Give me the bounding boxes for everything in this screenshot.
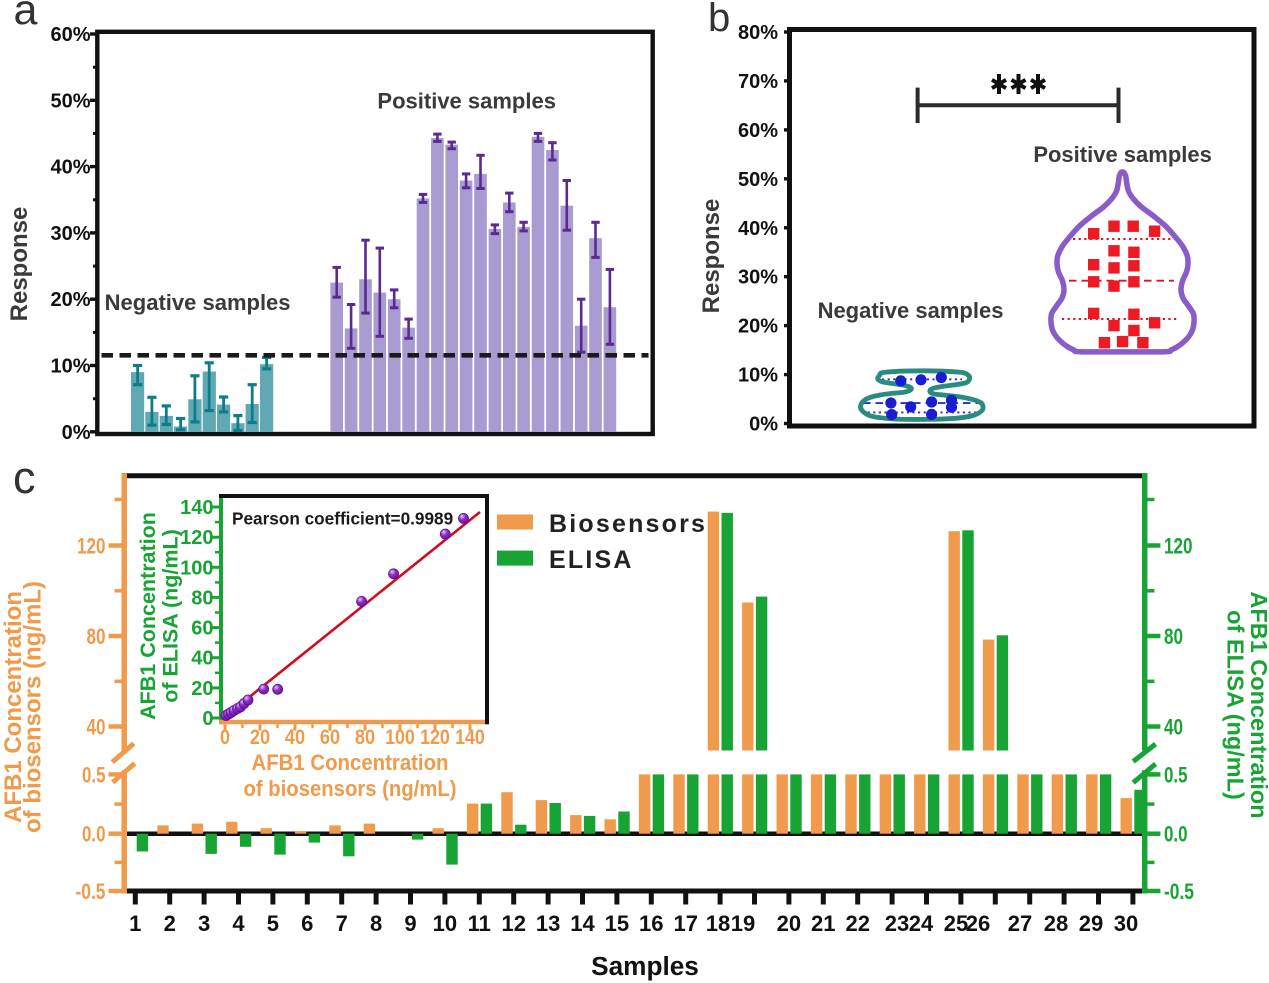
svg-text:17: 17 bbox=[673, 911, 697, 936]
svg-text:0%: 0% bbox=[62, 422, 91, 444]
svg-text:40: 40 bbox=[1164, 715, 1183, 740]
svg-text:0.0: 0.0 bbox=[82, 822, 106, 847]
svg-text:Negative samples: Negative samples bbox=[818, 298, 1004, 323]
svg-text:Biosensors: Biosensors bbox=[549, 510, 707, 538]
svg-text:10%: 10% bbox=[738, 365, 778, 387]
svg-text:Negative samples: Negative samples bbox=[105, 290, 291, 315]
svg-text:4: 4 bbox=[232, 911, 245, 936]
svg-text:60: 60 bbox=[191, 618, 213, 640]
svg-text:0: 0 bbox=[202, 708, 213, 730]
svg-text:of ELISA (ng/mL): of ELISA (ng/mL) bbox=[159, 529, 183, 703]
svg-text:40%: 40% bbox=[738, 218, 778, 240]
svg-text:12: 12 bbox=[501, 911, 525, 936]
svg-text:of biosensors (ng/mL): of biosensors (ng/mL) bbox=[244, 776, 457, 801]
svg-text:ELISA: ELISA bbox=[549, 546, 634, 574]
svg-text:28: 28 bbox=[1044, 911, 1068, 936]
svg-text:120: 120 bbox=[77, 534, 106, 559]
svg-text:140: 140 bbox=[455, 726, 485, 749]
svg-text:120: 120 bbox=[420, 726, 450, 749]
svg-text:60: 60 bbox=[320, 726, 340, 749]
svg-text:3: 3 bbox=[198, 911, 210, 936]
svg-text:40%: 40% bbox=[50, 157, 90, 179]
svg-text:20: 20 bbox=[191, 678, 213, 700]
svg-text:120: 120 bbox=[1164, 534, 1193, 559]
svg-text:60%: 60% bbox=[50, 24, 90, 46]
svg-text:2: 2 bbox=[164, 911, 176, 936]
svg-text:7: 7 bbox=[336, 911, 348, 936]
svg-text:8: 8 bbox=[370, 911, 382, 936]
svg-text:100: 100 bbox=[385, 726, 415, 749]
svg-text:10%: 10% bbox=[50, 356, 90, 378]
svg-text:40: 40 bbox=[285, 726, 305, 749]
svg-text:11: 11 bbox=[468, 911, 491, 936]
svg-text:26: 26 bbox=[966, 911, 990, 936]
svg-text:AFB1 Concentration: AFB1 Concentration bbox=[1246, 591, 1269, 818]
svg-text:25: 25 bbox=[944, 911, 968, 936]
svg-text:30%: 30% bbox=[50, 223, 90, 245]
svg-text:60%: 60% bbox=[738, 120, 778, 142]
svg-text:20%: 20% bbox=[738, 316, 778, 338]
svg-text:23: 23 bbox=[885, 911, 909, 936]
svg-text:-0.5: -0.5 bbox=[76, 879, 106, 904]
svg-text:120: 120 bbox=[180, 527, 213, 549]
svg-text:6: 6 bbox=[301, 911, 313, 936]
svg-text:15: 15 bbox=[605, 911, 629, 936]
svg-text:30: 30 bbox=[1114, 911, 1138, 936]
svg-text:80: 80 bbox=[87, 624, 106, 649]
svg-text:22: 22 bbox=[845, 911, 869, 936]
svg-text:80%: 80% bbox=[738, 22, 778, 44]
svg-text:of biosensors (ng/mL): of biosensors (ng/mL) bbox=[20, 581, 47, 833]
svg-text:1: 1 bbox=[129, 911, 141, 936]
svg-text:0: 0 bbox=[220, 726, 230, 749]
svg-text:c: c bbox=[13, 452, 36, 503]
svg-text:Positive samples: Positive samples bbox=[1033, 142, 1212, 167]
svg-text:30%: 30% bbox=[738, 267, 778, 289]
svg-text:50%: 50% bbox=[50, 90, 90, 112]
svg-text:0.5: 0.5 bbox=[1164, 762, 1188, 787]
svg-text:b: b bbox=[708, 0, 730, 40]
svg-text:0.5: 0.5 bbox=[82, 762, 106, 787]
svg-text:13: 13 bbox=[536, 911, 560, 936]
svg-text:100: 100 bbox=[180, 557, 213, 579]
svg-text:80: 80 bbox=[1164, 624, 1183, 649]
svg-text:5: 5 bbox=[267, 911, 279, 936]
svg-text:40: 40 bbox=[87, 715, 106, 740]
svg-text:-0.5: -0.5 bbox=[1164, 879, 1194, 904]
svg-text:50%: 50% bbox=[738, 169, 778, 191]
svg-text:21: 21 bbox=[811, 911, 835, 936]
svg-text:Positive samples: Positive samples bbox=[377, 89, 556, 114]
svg-text:AFB1 Concentration: AFB1 Concentration bbox=[252, 750, 449, 775]
svg-text:18: 18 bbox=[706, 911, 730, 936]
svg-text:10: 10 bbox=[433, 911, 457, 936]
svg-text:of ELISA (ng/mL): of ELISA (ng/mL) bbox=[1223, 610, 1249, 800]
svg-text:Pearson coefficient=0.9989: Pearson coefficient=0.9989 bbox=[232, 509, 453, 529]
svg-text:Response: Response bbox=[698, 199, 725, 314]
svg-text:80: 80 bbox=[191, 587, 213, 609]
svg-text:AFB1 Concentration: AFB1 Concentration bbox=[136, 512, 160, 720]
svg-text:9: 9 bbox=[404, 911, 416, 936]
svg-text:Samples: Samples bbox=[591, 951, 699, 981]
svg-text:24: 24 bbox=[909, 911, 934, 936]
svg-text:80: 80 bbox=[355, 726, 375, 749]
svg-text:AFB1 Concentration: AFB1 Concentration bbox=[0, 591, 27, 823]
svg-text:19: 19 bbox=[731, 911, 755, 936]
svg-text:27: 27 bbox=[1008, 911, 1032, 936]
svg-text:0.0: 0.0 bbox=[1164, 822, 1188, 847]
svg-text:14: 14 bbox=[570, 911, 595, 936]
svg-text:29: 29 bbox=[1079, 911, 1103, 936]
svg-text:Response: Response bbox=[6, 207, 33, 322]
svg-text:a: a bbox=[14, 0, 38, 34]
svg-text:16: 16 bbox=[639, 911, 663, 936]
svg-text:40: 40 bbox=[191, 648, 213, 670]
svg-text:20%: 20% bbox=[50, 289, 90, 311]
svg-text:0%: 0% bbox=[749, 414, 778, 436]
svg-text:20: 20 bbox=[250, 726, 270, 749]
svg-text:140: 140 bbox=[180, 497, 213, 519]
svg-text:20: 20 bbox=[777, 911, 801, 936]
svg-text:70%: 70% bbox=[738, 71, 778, 93]
